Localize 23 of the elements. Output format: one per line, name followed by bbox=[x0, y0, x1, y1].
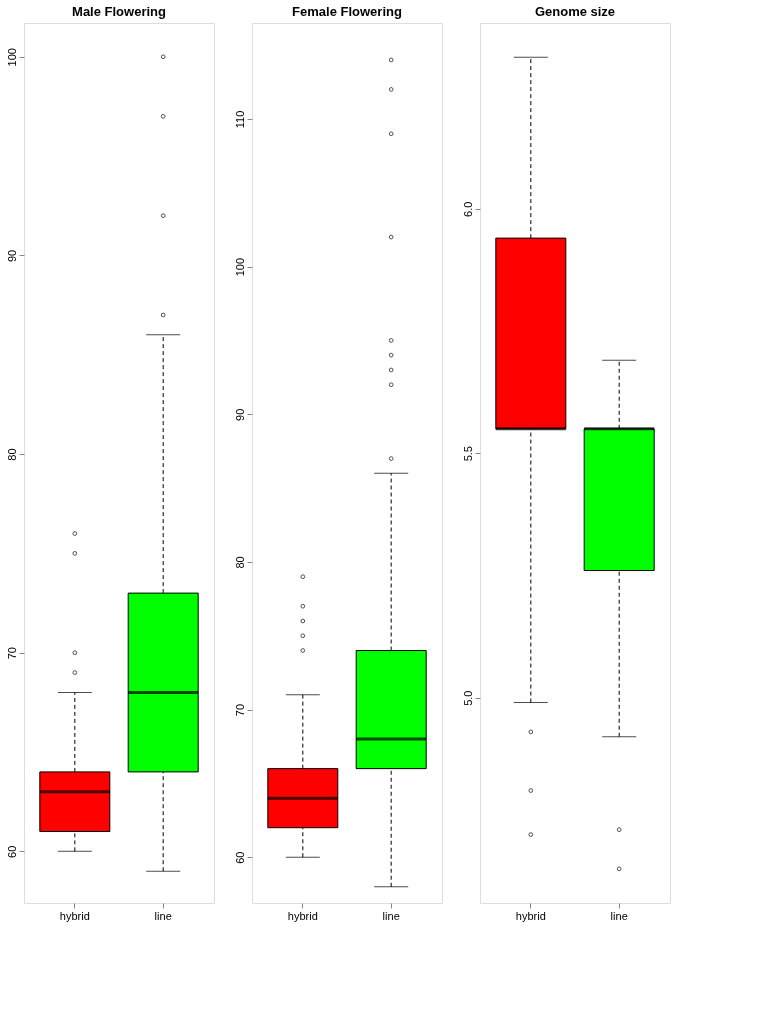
chart-title: Female Flowering bbox=[292, 4, 402, 19]
x-tick-label: hybrid bbox=[515, 909, 546, 922]
x-tick-label: line bbox=[610, 909, 628, 922]
x-tick-label: hybrid bbox=[287, 909, 318, 922]
y-tick-label: 90 bbox=[5, 249, 18, 263]
x-tick-label: hybrid bbox=[59, 909, 90, 922]
y-tick-label: 5.0 bbox=[461, 690, 474, 706]
x-tick-label: line bbox=[154, 909, 172, 922]
y-tick-label: 70 bbox=[233, 703, 246, 717]
y-tick-label: 80 bbox=[5, 448, 18, 461]
y-tick-label: 100 bbox=[233, 257, 246, 277]
y-tick-label: 70 bbox=[5, 647, 18, 660]
y-tick-label: 60 bbox=[5, 845, 18, 858]
x-tick-label: line bbox=[382, 909, 400, 922]
chart-title: Genome size bbox=[534, 4, 616, 19]
chart-title: Male Flowering bbox=[72, 4, 167, 19]
y-tick-label: 60 bbox=[233, 851, 246, 864]
y-tick-label: 110 bbox=[233, 110, 246, 129]
y-tick-label: 5.5 bbox=[461, 446, 474, 462]
y-tick-label: 6.0 bbox=[461, 201, 474, 217]
y-tick-label: 90 bbox=[233, 408, 246, 421]
y-tick-label: 80 bbox=[233, 556, 246, 569]
y-tick-label: 100 bbox=[5, 48, 18, 67]
